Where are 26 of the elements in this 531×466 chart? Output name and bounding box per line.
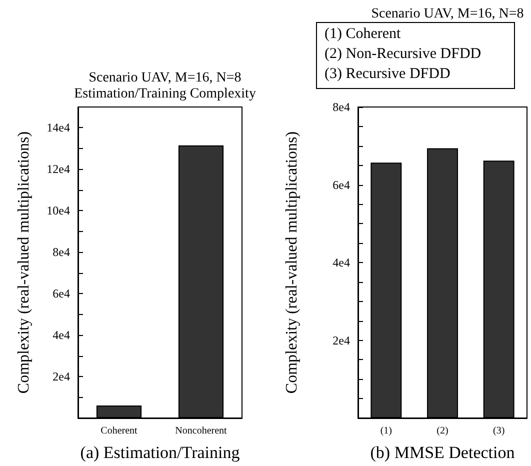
chart-title: Scenario UAV, M=16, N=8 [371,6,524,22]
text: (2) Non-Recursive DFDD [324,46,482,62]
y-tick-label: 4e4 [332,256,350,270]
y-tick-label: 8e4 [52,245,70,260]
y-tick-label: 2e4 [332,333,350,348]
y-tick-label: 12e4 [46,162,70,176]
y-axis-title: Complexity (real-valued multiplications) [284,131,300,394]
x-tick-label: Noncoherent [175,426,228,436]
y-tick-label: 6e4 [52,286,70,301]
x-tick-label: (1) [380,426,392,436]
x-axis-title: (b) MMSE Detection [370,443,516,462]
y-tick-label: 6e4 [332,178,350,192]
x-tick-label: Coherent [100,426,138,436]
y-tick-label: 10e4 [46,204,70,218]
chart-subtitle: Estimation/Training Complexity [74,86,256,102]
y-tick-label: 4e4 [52,328,70,342]
text: (3) Recursive DFDD [324,66,450,82]
y-tick-label: 14e4 [46,120,70,135]
y-tick-label: 8e4 [332,100,350,114]
y-tick-label: 2e4 [52,370,70,384]
chart-title: Scenario UAV, M=16, N=8 [88,70,242,86]
y-axis-title: Complexity (real-valued multiplications) [16,131,32,394]
x-axis-title: (a) Estimation/Training [80,443,240,462]
x-tick-label: (3) [492,426,505,436]
x-tick-label: (2) [436,426,448,436]
text: (1) Coherent [324,26,402,42]
